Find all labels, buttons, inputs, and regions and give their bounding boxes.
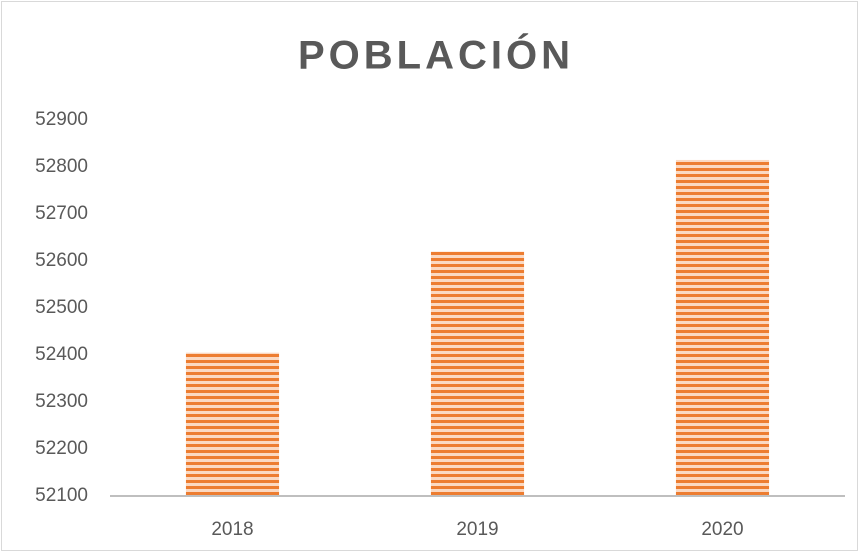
y-tick-label: 52300 xyxy=(35,391,88,412)
x-tick-label: 2019 xyxy=(456,519,498,540)
y-tick-label: 52800 xyxy=(35,156,88,177)
y-tick-label: 52500 xyxy=(35,297,88,318)
y-tick-label: 52700 xyxy=(35,203,88,224)
y-tick-label: 52100 xyxy=(35,485,88,506)
y-tick-label: 52900 xyxy=(35,109,88,130)
bar xyxy=(185,352,280,496)
x-tick-label: 2018 xyxy=(211,519,253,540)
x-tick-label: 2020 xyxy=(701,519,743,540)
y-tick-label: 52400 xyxy=(35,344,88,365)
bar xyxy=(430,251,525,496)
chart-title: POBLACIÓN xyxy=(298,32,574,78)
y-tick-label: 52200 xyxy=(35,438,88,459)
y-tick-label: 52600 xyxy=(35,250,88,271)
bar xyxy=(675,159,770,496)
